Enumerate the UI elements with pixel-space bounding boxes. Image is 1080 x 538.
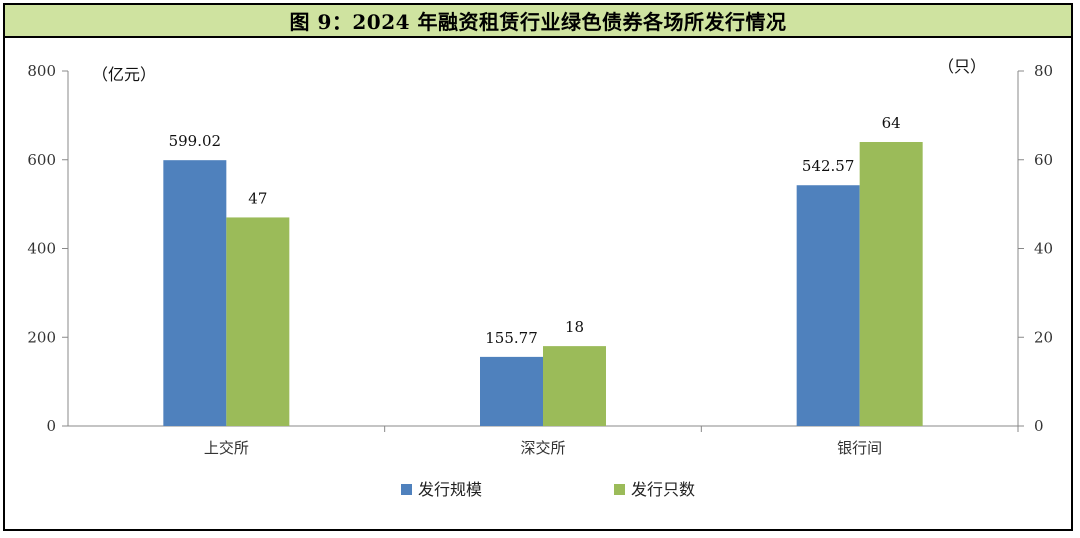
- left-tick-label: 0: [46, 417, 56, 435]
- data-label: 47: [248, 189, 267, 207]
- right-tick-label: 20: [1034, 328, 1053, 346]
- data-label: 18: [565, 318, 584, 336]
- legend-swatch: [401, 484, 412, 495]
- data-label: 155.77: [485, 329, 538, 347]
- legend-label: 发行规模: [418, 480, 482, 499]
- right-tick-label: 80: [1034, 62, 1053, 80]
- data-label: 599.02: [169, 132, 222, 150]
- left-tick-label: 200: [27, 328, 56, 346]
- data-label: 64: [882, 114, 901, 132]
- bar-count: [226, 217, 290, 426]
- category-label: 银行间: [837, 439, 882, 457]
- left-tick-label: 400: [27, 240, 56, 258]
- bar-scale: [480, 356, 543, 426]
- bar-count: [543, 346, 606, 426]
- left-tick-label: 800: [27, 62, 56, 80]
- bar-scale: [796, 185, 860, 426]
- category-label: 深交所: [520, 439, 565, 457]
- legend-swatch: [614, 484, 625, 495]
- left-tick-label: 600: [27, 151, 56, 169]
- bar-count: [859, 142, 923, 426]
- right-tick-label: 60: [1034, 151, 1053, 169]
- category-label: 上交所: [204, 439, 249, 457]
- left-axis-unit: （亿元）: [92, 65, 156, 84]
- right-axis-unit: （只）: [938, 57, 986, 76]
- legend-label: 发行只数: [631, 480, 695, 499]
- bar-scale: [163, 160, 227, 426]
- right-tick-label: 0: [1034, 417, 1044, 435]
- title-bar: 图 9：2024 年融资租赁行业绿色债券各场所发行情况: [5, 5, 1071, 38]
- data-label: 542.57: [802, 157, 855, 175]
- right-tick-label: 40: [1034, 240, 1053, 258]
- chart-title: 图 9：2024 年融资租赁行业绿色债券各场所发行情况: [289, 10, 787, 34]
